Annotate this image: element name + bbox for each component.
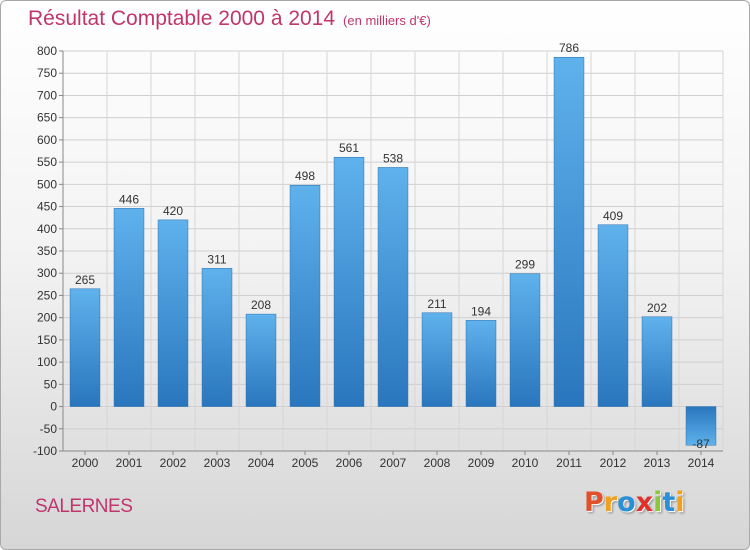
y-tick-label: 350 <box>37 244 57 258</box>
x-tick-label-2001: 2001 <box>116 456 143 470</box>
value-label-2001: 446 <box>119 192 139 206</box>
x-tick-label-2009: 2009 <box>468 456 495 470</box>
x-tick-label-2003: 2003 <box>204 456 231 470</box>
y-tick-label: 550 <box>37 155 57 169</box>
value-label-2003: 311 <box>207 252 226 266</box>
y-tick-label: 0 <box>50 400 57 414</box>
value-label-2000: 265 <box>75 273 95 287</box>
proxiti-logo: Proxiti <box>584 487 685 518</box>
x-tick-label-2008: 2008 <box>424 456 451 470</box>
logo-letter: o <box>617 487 636 518</box>
y-tick-label: 250 <box>37 288 57 302</box>
logo-letter: P <box>584 487 604 518</box>
y-tick-label: 450 <box>37 200 57 214</box>
bar-2008 <box>421 312 453 407</box>
value-label-2013: 202 <box>647 301 667 315</box>
y-tick-label: 300 <box>37 266 57 280</box>
logo-letter: x <box>635 487 654 518</box>
bar-2000 <box>69 288 101 407</box>
labels-layer: 265 446 420 311 208 498 561 538 211 194 299 786 409 2… <box>75 41 710 451</box>
logo-letter: t <box>662 487 676 518</box>
x-tick-label-2006: 2006 <box>336 456 363 470</box>
y-tick-label: 500 <box>37 177 57 191</box>
x-tick-label-2010: 2010 <box>512 456 539 470</box>
value-label-2002: 420 <box>163 204 183 218</box>
chart-title-unit: (en milliers d'€) <box>343 13 431 28</box>
x-tick-label-2012: 2012 <box>600 456 627 470</box>
logo-letter: r <box>603 487 618 518</box>
y-tick-label: 600 <box>37 133 57 147</box>
x-tick-label-2005: 2005 <box>292 456 319 470</box>
x-tick-label-2004: 2004 <box>248 456 275 470</box>
bar-2001 <box>113 208 145 407</box>
bar-2011 <box>553 56 585 407</box>
commune-name: SALERNES <box>35 496 133 517</box>
bar-2014 <box>685 406 717 446</box>
y-tick-label: 750 <box>37 66 57 80</box>
x-tick-label-2000: 2000 <box>72 456 99 470</box>
y-tick-label: 100 <box>37 355 57 369</box>
value-label-2010: 299 <box>515 258 535 272</box>
axis-layer: -100 -50 0 50 100 150 200 250 300 350 400 450 500 550… <box>33 44 723 470</box>
y-tick-label: 50 <box>44 377 58 391</box>
bar-2013 <box>641 316 673 407</box>
bar-2007 <box>377 167 409 407</box>
bar-2005 <box>289 184 321 407</box>
value-label-2005: 498 <box>295 169 315 183</box>
bar-2012 <box>597 224 629 407</box>
y-tick-label: 200 <box>37 311 57 325</box>
x-tick-label-2002: 2002 <box>160 456 187 470</box>
y-tick-label: -50 <box>40 422 58 436</box>
y-tick-label: 150 <box>37 333 57 347</box>
y-tick-label: 400 <box>37 222 57 236</box>
bar-2009 <box>465 320 497 407</box>
value-label-2004: 208 <box>251 298 271 312</box>
bar-2002 <box>157 219 189 407</box>
value-label-2014: -87 <box>692 437 710 451</box>
y-tick-label: 700 <box>37 88 57 102</box>
bars-layer <box>69 56 717 446</box>
y-tick-label: 800 <box>37 44 57 58</box>
bar-2010 <box>509 273 541 407</box>
bar-2006 <box>333 156 365 407</box>
bar-2003 <box>201 268 233 407</box>
logo-letter: i <box>653 487 663 518</box>
value-label-2006: 561 <box>339 141 359 155</box>
logo-letter: i <box>675 487 685 518</box>
value-label-2007: 538 <box>383 151 403 165</box>
bar-2004 <box>245 313 277 407</box>
value-label-2011: 786 <box>559 41 579 55</box>
value-label-2008: 211 <box>427 297 446 311</box>
x-tick-label-2013: 2013 <box>644 456 671 470</box>
y-tick-label: 650 <box>37 111 57 125</box>
x-tick-label-2014: 2014 <box>688 456 715 470</box>
x-tick-label-2011: 2011 <box>556 456 582 470</box>
value-label-2009: 194 <box>471 304 491 318</box>
value-label-2012: 409 <box>603 209 623 223</box>
chart-title: Résultat Comptable 2000 à 2014 (en millie… <box>28 7 431 31</box>
y-tick-label: -100 <box>33 444 57 458</box>
x-tick-label-2007: 2007 <box>380 456 407 470</box>
chart-title-main: Résultat Comptable 2000 à 2014 <box>28 7 336 30</box>
